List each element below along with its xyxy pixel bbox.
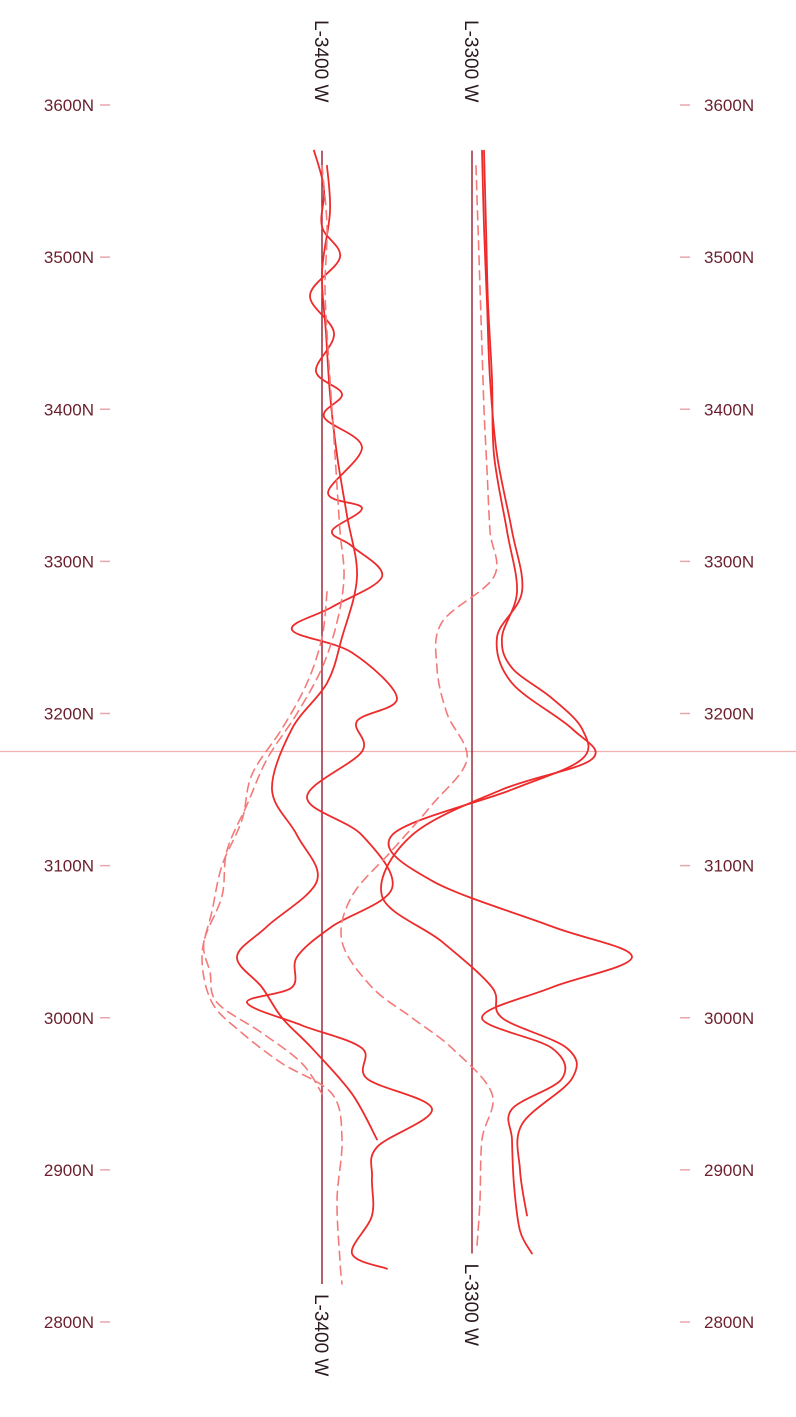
- y-tick-label-right: 2800N: [704, 1313, 754, 1332]
- profile-trace-l-3400-w-2: [236, 164, 378, 1141]
- y-tick-label-left: 3000N: [44, 1009, 94, 1028]
- y-tick-label-right: 3100N: [704, 857, 754, 876]
- y-tick-label-left: 3400N: [44, 400, 94, 419]
- y-tick-label-right: 3000N: [704, 1009, 754, 1028]
- y-axis-ticks: 3600N 3600N 3500N 3500N 3400N 3400N 3300N 3300N…: [44, 96, 754, 1332]
- line-label-top-l-3300-w: L-3300 W: [460, 20, 481, 102]
- y-tick-label-right: 3600N: [704, 96, 754, 115]
- profile-trace-l-3400-w-1: [246, 149, 433, 1270]
- y-tick-label-left: 2900N: [44, 1161, 94, 1180]
- survey-line-l-3300-w: [340, 149, 633, 1255]
- survey-line-l-3400-w: [201, 149, 433, 1285]
- y-tick-label-left: 3300N: [44, 552, 94, 571]
- line-label-top-l-3400-w: L-3400 W: [310, 20, 331, 102]
- y-tick-label-right: 3400N: [704, 400, 754, 419]
- y-tick-label-left: 2800N: [44, 1313, 94, 1332]
- y-tick-label-right: 2900N: [704, 1161, 754, 1180]
- y-tick-label-right: 3200N: [704, 705, 754, 724]
- survey-line-labels: L-3400 W L-3400 W L-3300 W L-3300 W: [310, 20, 481, 1376]
- y-tick-label-left: 3100N: [44, 857, 94, 876]
- profile-trace-l-3300-w-2: [380, 149, 597, 1217]
- y-tick-label-left: 3600N: [44, 96, 94, 115]
- y-tick-label-left: 3500N: [44, 248, 94, 267]
- line-label-bottom-l-3400-w: L-3400 W: [310, 1294, 331, 1376]
- line-label-bottom-l-3300-w: L-3300 W: [460, 1264, 481, 1346]
- profile-trace-l-3300-w-3: [340, 165, 498, 1247]
- y-tick-label-right: 3300N: [704, 552, 754, 571]
- survey-lines: [201, 149, 633, 1285]
- profile-trace-l-3300-w-1: [387, 149, 633, 1255]
- profile-trace-l-3400-w-3: [202, 165, 345, 1095]
- profile-trace-l-3400-w-4: [201, 591, 343, 1285]
- y-tick-label-right: 3500N: [704, 248, 754, 267]
- y-tick-label-left: 3200N: [44, 705, 94, 724]
